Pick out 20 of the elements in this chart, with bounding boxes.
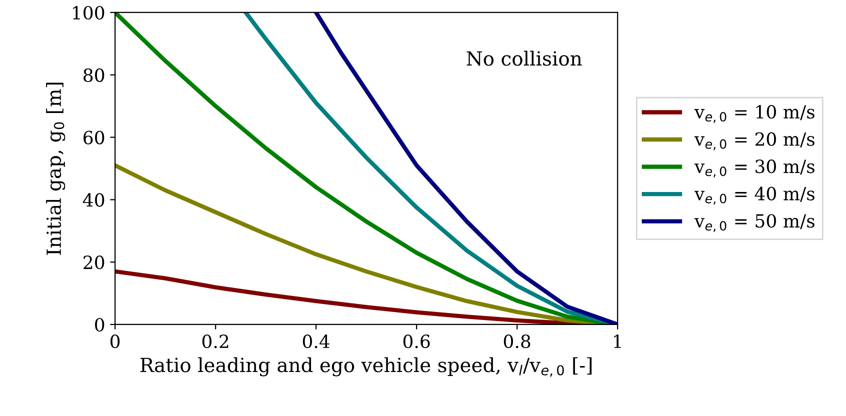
y-tick-label: 100: [73, 6, 104, 20]
annotation: No collision: [466, 50, 582, 66]
x-tick-label: 0.4: [302, 334, 330, 348]
x-tick-label: 0: [110, 334, 120, 348]
y-tick-label: 60: [84, 130, 104, 144]
x-tick-label: 0.8: [504, 334, 530, 348]
legend-label: v$_{e,0}$ = 10 m/s: [694, 105, 814, 123]
y-axis-title: Initial gap, g$_{0}$ [m]: [46, 82, 66, 255]
x-tick-label: 1: [614, 334, 621, 348]
y-tick-label: 0: [95, 318, 104, 332]
y-tick-label: 80: [84, 68, 104, 82]
legend-label: v$_{e,0}$ = 20 m/s: [694, 132, 814, 150]
y-tick-label: 20: [84, 256, 104, 270]
x-tick-label: 0.6: [403, 334, 430, 348]
x-tick-label: 0.2: [202, 334, 228, 348]
legend-label: v$_{e,0}$ = 40 m/s: [694, 186, 814, 205]
legend-label: v$_{e,0}$ = 50 m/s: [694, 214, 814, 232]
x-axis-title: Ratio leading and ego vehicle speed, v$_{l}$/v$_{e,0}$ [-]: [140, 357, 592, 377]
y-tick-label: 40: [82, 193, 104, 207]
legend-label: v$_{e,0}$ = 30 m/s: [694, 160, 814, 178]
